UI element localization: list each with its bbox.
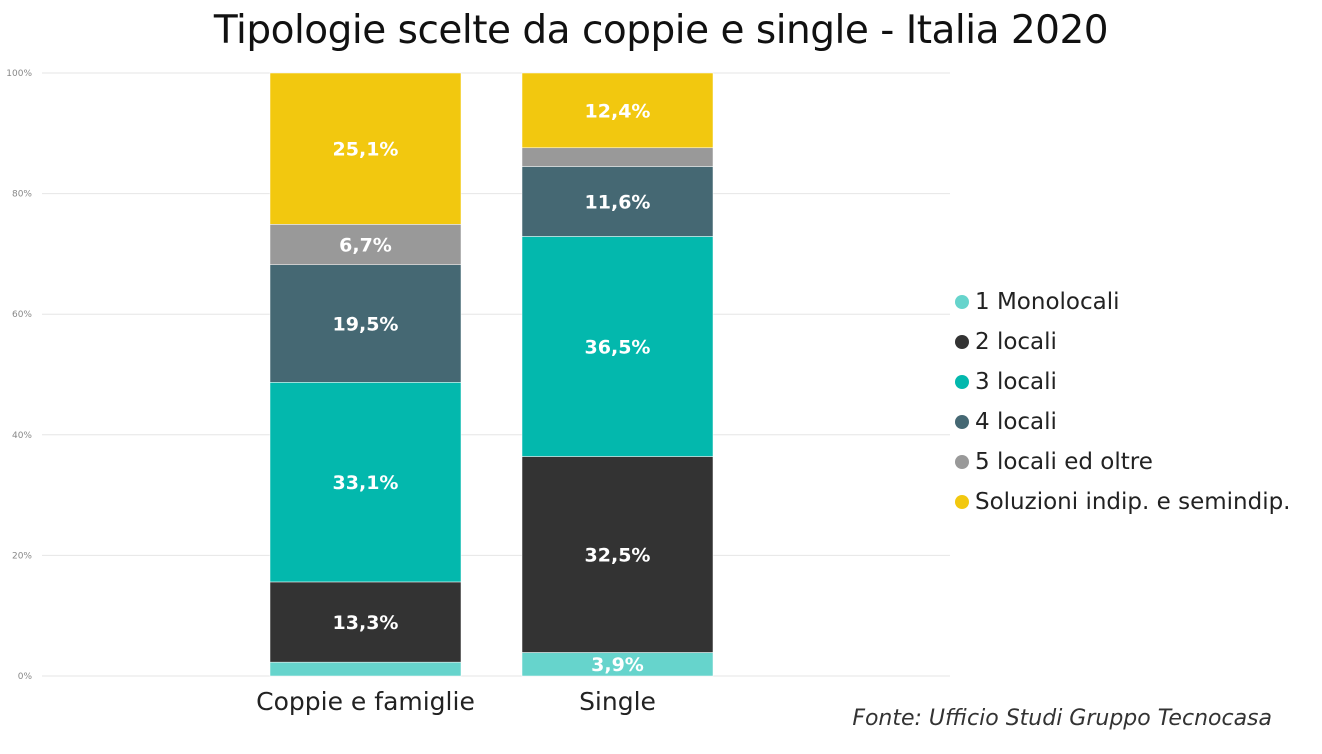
y-tick-label: 0% [18,672,33,682]
legend-item[interactable]: 2 locali [955,322,1291,362]
legend-item[interactable]: 5 locali ed oltre [955,442,1291,482]
legend-marker-icon [955,295,969,309]
bar-segment [269,382,462,583]
y-tick-label: 40% [12,431,32,441]
legend-label: 1 Monolocali [975,289,1120,315]
bar-segment [521,456,714,653]
legend: 1 Monolocali 2 locali 3 locali 4 locali 5 lo… [955,282,1291,522]
x-tick-label: Coppie e famiglie [256,687,475,716]
legend-item[interactable]: 3 locali [955,362,1291,402]
y-tick-label: 80% [12,190,32,200]
legend-label: 5 locali ed oltre [975,449,1153,475]
legend-item[interactable]: Soluzioni indip. e semindip. [955,482,1291,522]
bar-segment [269,224,462,266]
bar-segment [269,581,462,663]
legend-marker-icon [955,375,969,389]
data-label: 11,6% [585,191,651,213]
bar-segment [521,72,714,149]
data-label: 19,5% [333,314,399,336]
legend-label: 4 locali [975,409,1057,435]
legend-marker-icon [955,495,969,509]
y-tick-label: 60% [12,310,32,320]
data-label: 6,7% [339,235,392,257]
legend-label: 2 locali [975,329,1057,355]
legend-marker-icon [955,335,969,349]
bar-segment [521,166,714,237]
legend-marker-icon [955,455,969,469]
x-tick-label: Single [579,687,656,716]
bar-segment [521,236,714,457]
legend-label: Soluzioni indip. e semindip. [975,489,1291,515]
bar-segment [269,264,462,383]
legend-item[interactable]: 4 locali [955,402,1291,442]
data-label: 36,5% [585,336,651,358]
legend-label: 3 locali [975,369,1057,395]
data-label: 3,9% [591,654,644,676]
source-note: Fonte: Ufficio Studi Gruppo Tecnocasa [852,706,1272,731]
chart-title: Tipologie scelte da coppie e single - It… [213,8,1109,53]
data-label: 32,5% [585,544,651,566]
data-label: 33,1% [333,472,399,494]
legend-item[interactable]: 1 Monolocali [955,282,1291,322]
data-label: 25,1% [333,139,399,161]
y-tick-label: 100% [6,69,32,79]
data-label: 12,4% [585,100,651,122]
bar-segment [269,661,462,677]
bar-segment [521,147,714,167]
y-tick-label: 20% [12,551,32,561]
bar-segment [269,72,462,225]
legend-marker-icon [955,415,969,429]
data-label: 13,3% [333,612,399,634]
